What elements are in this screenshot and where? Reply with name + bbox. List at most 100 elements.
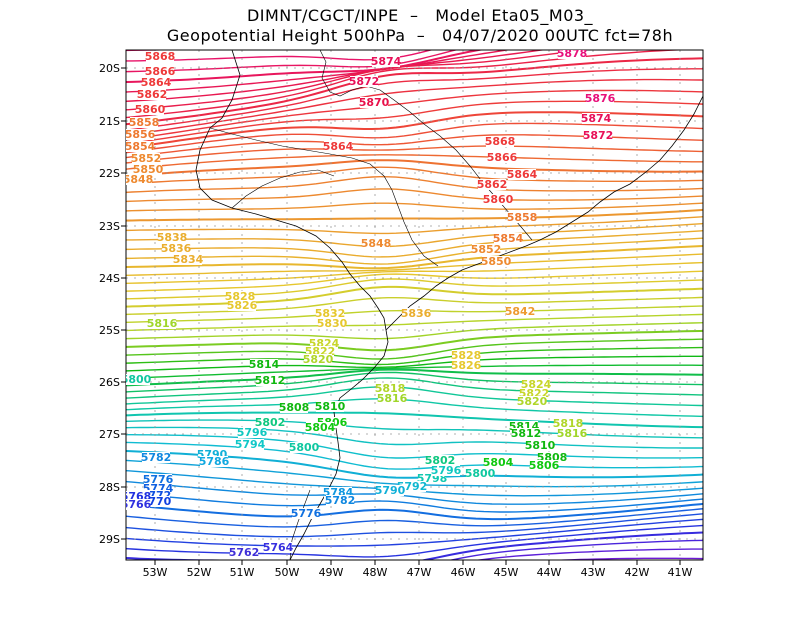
contour-label: 5876 [585, 92, 616, 105]
contour-label: 5782 [325, 494, 356, 507]
contour-label-bg [586, 93, 614, 104]
contour-label-bg [398, 481, 426, 492]
contour-line [126, 89, 703, 141]
contour-line [126, 216, 703, 235]
plot-frame [125, 49, 704, 561]
contour-label: 5820 [517, 395, 548, 408]
contour-label: 5862 [477, 178, 508, 191]
contour-label-bg [506, 306, 534, 317]
contour-label-bg [508, 212, 536, 223]
contour-value-labels: 5878 5876 5874 5874 5872 5872 5870 5868 5868 5866… [121, 50, 616, 559]
lon-tick-label: 48W [363, 566, 388, 579]
contour-label: 5818 [553, 417, 584, 430]
contour-label-bg [228, 300, 256, 311]
lon-tick-label: 47W [407, 566, 432, 579]
contour-line [547, 557, 703, 560]
contour-line [126, 377, 703, 399]
coastline-path [385, 95, 703, 331]
contour-label: 5830 [317, 317, 348, 330]
contour-label-bg [142, 490, 170, 501]
contour-label: 5832 [315, 307, 346, 320]
state-border [231, 169, 335, 209]
contour-label-bg [142, 496, 170, 507]
contour-label: 5864 [507, 168, 538, 181]
contour-label: 5804 [483, 456, 514, 469]
contour-line [126, 50, 434, 62]
contour-label: 5854 [125, 140, 156, 153]
contour-label-bg [146, 51, 174, 62]
lat-tick-label: 23S [99, 220, 120, 233]
contour-label-bg [230, 547, 258, 558]
contour-label: 5838 [157, 231, 188, 244]
contour-line [126, 111, 703, 150]
contour-label-bg [402, 308, 430, 319]
contour-line [126, 50, 459, 73]
contour-line [126, 313, 703, 332]
contour-label: 5826 [227, 299, 258, 312]
contour-line [126, 508, 703, 528]
contour-label-bg [494, 233, 522, 244]
contour-label-bg [486, 136, 514, 147]
lon-tick-label: 51W [230, 566, 255, 579]
contour-label: 5848 [361, 237, 392, 250]
contour-label: 5828 [451, 349, 482, 362]
contour-label-bg [418, 473, 446, 484]
contour-label: 5766 [121, 498, 152, 511]
contour-line [126, 50, 485, 84]
contour-label-bg [238, 427, 266, 438]
contour-label-bg [126, 129, 154, 140]
contour-label-bg [508, 169, 536, 180]
contour-line [126, 531, 703, 560]
contour-label: 5820 [303, 353, 334, 366]
contour-label: 5800 [465, 467, 496, 480]
contour-label-bg [484, 457, 512, 468]
contour-label: 5800 [121, 373, 152, 386]
contour-label-bg [558, 428, 586, 439]
contour-label-bg [256, 417, 284, 428]
lat-tick-label: 25S [99, 324, 120, 337]
contour-label: 5856 [125, 128, 156, 141]
contour-label-bg [512, 428, 540, 439]
contour-label: 5864 [323, 140, 354, 153]
state-border [209, 127, 439, 267]
contour-line [126, 50, 373, 52]
contour-label-bg [236, 439, 264, 450]
contour-label-bg [136, 104, 164, 115]
contour-label: 5872 [583, 129, 614, 142]
contour-label: 5792 [397, 480, 428, 493]
contour-label-bg [198, 449, 226, 460]
contour-label: 5874 [581, 112, 612, 125]
contour-line [116, 0, 708, 30]
contour-line [126, 175, 703, 194]
contour-line [126, 145, 703, 164]
contour-label-bg [360, 97, 388, 108]
contour-line [126, 278, 703, 300]
contour-line [126, 329, 703, 352]
contour-label-bg [126, 374, 150, 385]
contour-line [126, 154, 703, 170]
contour-label-bg [538, 452, 566, 463]
contour-label: 5782 [141, 451, 172, 464]
contour-line [126, 419, 703, 439]
contour-label-bg [582, 113, 610, 124]
contour-label-bg [520, 388, 548, 399]
contour-label: 5816 [377, 392, 408, 405]
contour-label: 5794 [235, 438, 266, 451]
contour-label-bg [362, 238, 390, 249]
contour-label: 5776 [291, 507, 322, 520]
contour-label: 5818 [375, 382, 406, 395]
contour-label-bg [144, 474, 172, 485]
contour-label: 5836 [401, 307, 432, 320]
contour-line [126, 270, 703, 292]
contour-line [126, 426, 703, 449]
contour-label-bg [306, 346, 334, 357]
contour-label-bg [148, 318, 176, 329]
contour-label-bg [478, 179, 506, 190]
contour-label-bg [126, 491, 150, 502]
contour-label-bg [200, 456, 228, 467]
contour-label: 5864 [141, 76, 172, 89]
contour-label-bg [280, 402, 308, 413]
contour-label-bg [130, 117, 158, 128]
contour-line [126, 364, 703, 380]
contour-label-bg [324, 487, 352, 498]
